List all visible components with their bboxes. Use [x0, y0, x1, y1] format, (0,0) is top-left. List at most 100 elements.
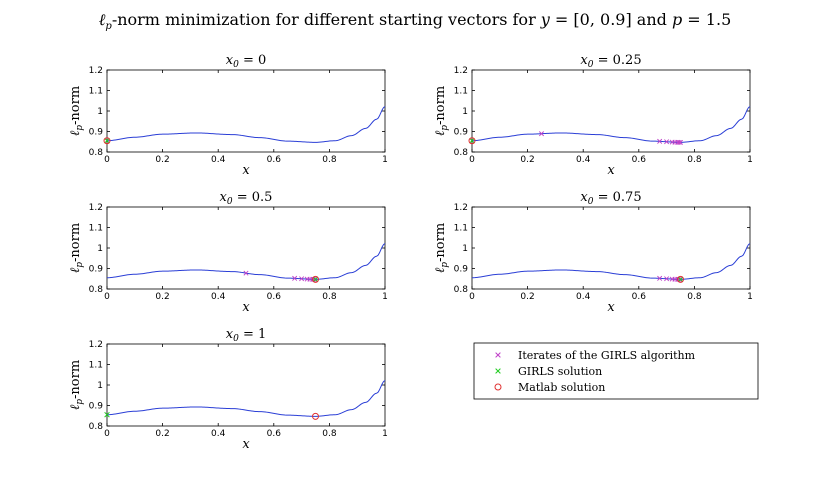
subplot-title: x0 = 0.25	[580, 53, 641, 70]
y-axis-label: ℓp-norm	[68, 86, 85, 136]
x-tick-label: 0.4	[211, 292, 226, 302]
y-axis-label: ℓp-norm	[433, 86, 450, 136]
y-tick-label: 1	[462, 244, 468, 254]
y-tick-label: 0.8	[89, 148, 104, 158]
iterate-marker	[292, 275, 298, 281]
x-tick-label: 0.2	[155, 429, 169, 439]
subplot-5: x0 = 1 0 0.2 0.4 0.6 0.8 1 0.8 0.9 1 1.1 1.2 x ℓp-nor…	[68, 327, 388, 452]
x-tick-label: 0.4	[211, 429, 226, 439]
y-tick-label: 1.1	[89, 361, 103, 371]
x-tick-label: 0	[104, 155, 110, 165]
iterate-marker	[664, 276, 670, 282]
x-tick-label: 0	[469, 292, 475, 302]
subplot-4: x0 = 0.75 0 0.2 0.4 0.6 0.8 1 0.8 0.9 1 1.1 1.2 x ℓp-…	[433, 190, 753, 315]
x-tick-label: 0.6	[632, 155, 647, 165]
y-tick-label: 1.2	[454, 66, 468, 76]
x-axis-label: x	[242, 300, 250, 315]
subplot-title: x0 = 0.5	[220, 190, 273, 207]
x-tick-label: 0	[104, 292, 110, 302]
subplot-title: x0 = 0	[226, 53, 267, 70]
y-tick-label: 0.8	[89, 422, 104, 432]
x-tick-label: 0.6	[267, 429, 282, 439]
iterate-marker	[299, 276, 305, 282]
matlab-solution-marker	[468, 137, 476, 145]
girls-solution-marker	[677, 276, 684, 283]
x-tick-label: 0.2	[520, 155, 534, 165]
matlab-solution-marker	[677, 275, 684, 283]
x-tick-label: 0.8	[322, 292, 337, 302]
subplot-title: x0 = 1	[226, 327, 267, 344]
y-tick-label: 0.8	[454, 148, 469, 158]
y-tick-label: 1.1	[89, 87, 103, 97]
y-tick-label: 1	[97, 244, 103, 254]
y-tick-label: 0.8	[454, 285, 469, 295]
x-tick-label: 0	[469, 155, 475, 165]
x-tick-label: 1	[382, 429, 388, 439]
iterate-marker	[243, 270, 249, 276]
iterate-marker	[676, 139, 682, 145]
x-tick-label: 1	[382, 155, 388, 165]
y-tick-label: 0.9	[89, 402, 104, 412]
axes-box	[106, 206, 386, 290]
axes-box	[471, 69, 751, 153]
x-axis-label: x	[607, 163, 615, 178]
x-axis-label: x	[242, 437, 250, 452]
x-tick-label: 0.8	[687, 292, 702, 302]
subplot-title: x0 = 0.75	[580, 190, 641, 207]
legend-label: Matlab solution	[518, 381, 605, 394]
y-tick-label: 1.1	[454, 87, 468, 97]
y-tick-label: 1	[97, 107, 103, 117]
x-tick-label: 0.4	[211, 155, 226, 165]
subplot-3: x0 = 0.5 0 0.2 0.4 0.6 0.8 1 0.8 0.9 1 1.1 1.2 x ℓp-n…	[68, 190, 388, 315]
x-tick-label: 0.8	[322, 155, 337, 165]
x-tick-label: 0.8	[687, 155, 702, 165]
axes-box	[106, 343, 386, 427]
x-tick-label: 0.2	[155, 292, 169, 302]
y-axis-label: ℓp-norm	[68, 223, 85, 273]
legend-item-iterates: Iterates of the GIRLS algorithm	[495, 349, 696, 362]
girls-solution-marker	[469, 137, 475, 144]
y-tick-label: 0.9	[454, 265, 469, 275]
iterate-marker	[677, 139, 684, 145]
x-tick-label: 0	[104, 429, 110, 439]
iterate-marker	[657, 138, 663, 144]
legend-item-girls: GIRLS solution	[495, 365, 602, 378]
axes-box	[106, 69, 386, 153]
y-tick-label: 1.2	[454, 203, 468, 213]
subplot-2: x0 = 0.25 0 0.2 0.4 0.6 0.8 1 0.8 0.9 1 1.1 1.2 x ℓp-…	[433, 53, 753, 178]
x-tick-label: 0.8	[322, 429, 337, 439]
iterate-marker	[657, 275, 663, 281]
matlab-solution-marker	[312, 275, 319, 283]
iterate-marker	[538, 131, 545, 137]
matlab-solution-marker	[103, 137, 111, 145]
girls-solution-marker	[104, 137, 110, 144]
x-tick-label: 1	[382, 292, 388, 302]
norm-curve	[106, 106, 386, 143]
iterate-marker	[664, 139, 670, 145]
x-tick-label: 0.2	[520, 292, 534, 302]
figure-title: ℓp-norm minimization for different start…	[98, 10, 732, 33]
x-tick-label: 0.6	[632, 292, 647, 302]
x-axis-label: x	[242, 163, 250, 178]
x-tick-label: 0.2	[155, 155, 169, 165]
girls-solution-marker	[104, 411, 110, 418]
y-tick-label: 1.2	[89, 66, 103, 76]
y-tick-label: 1.1	[89, 224, 103, 234]
x-tick-label: 0.4	[576, 155, 591, 165]
y-tick-label: 1	[462, 107, 468, 117]
y-tick-label: 1.2	[89, 340, 103, 350]
y-tick-label: 0.9	[89, 265, 104, 275]
legend: Iterates of the GIRLS algorithm GIRLS sol…	[473, 342, 759, 400]
legend-label: Iterates of the GIRLS algorithm	[518, 349, 696, 362]
x-tick-label: 0.6	[267, 292, 282, 302]
legend-box	[473, 342, 759, 400]
legend-item-matlab: Matlab solution	[494, 381, 605, 394]
y-tick-label: 0.9	[454, 128, 469, 138]
norm-curve	[106, 380, 386, 417]
legend-label: GIRLS solution	[518, 365, 602, 378]
x-tick-label: 1	[747, 155, 753, 165]
y-tick-label: 1.2	[89, 203, 103, 213]
matlab-solution-marker	[312, 412, 319, 420]
y-axis-label: ℓp-norm	[68, 360, 85, 410]
